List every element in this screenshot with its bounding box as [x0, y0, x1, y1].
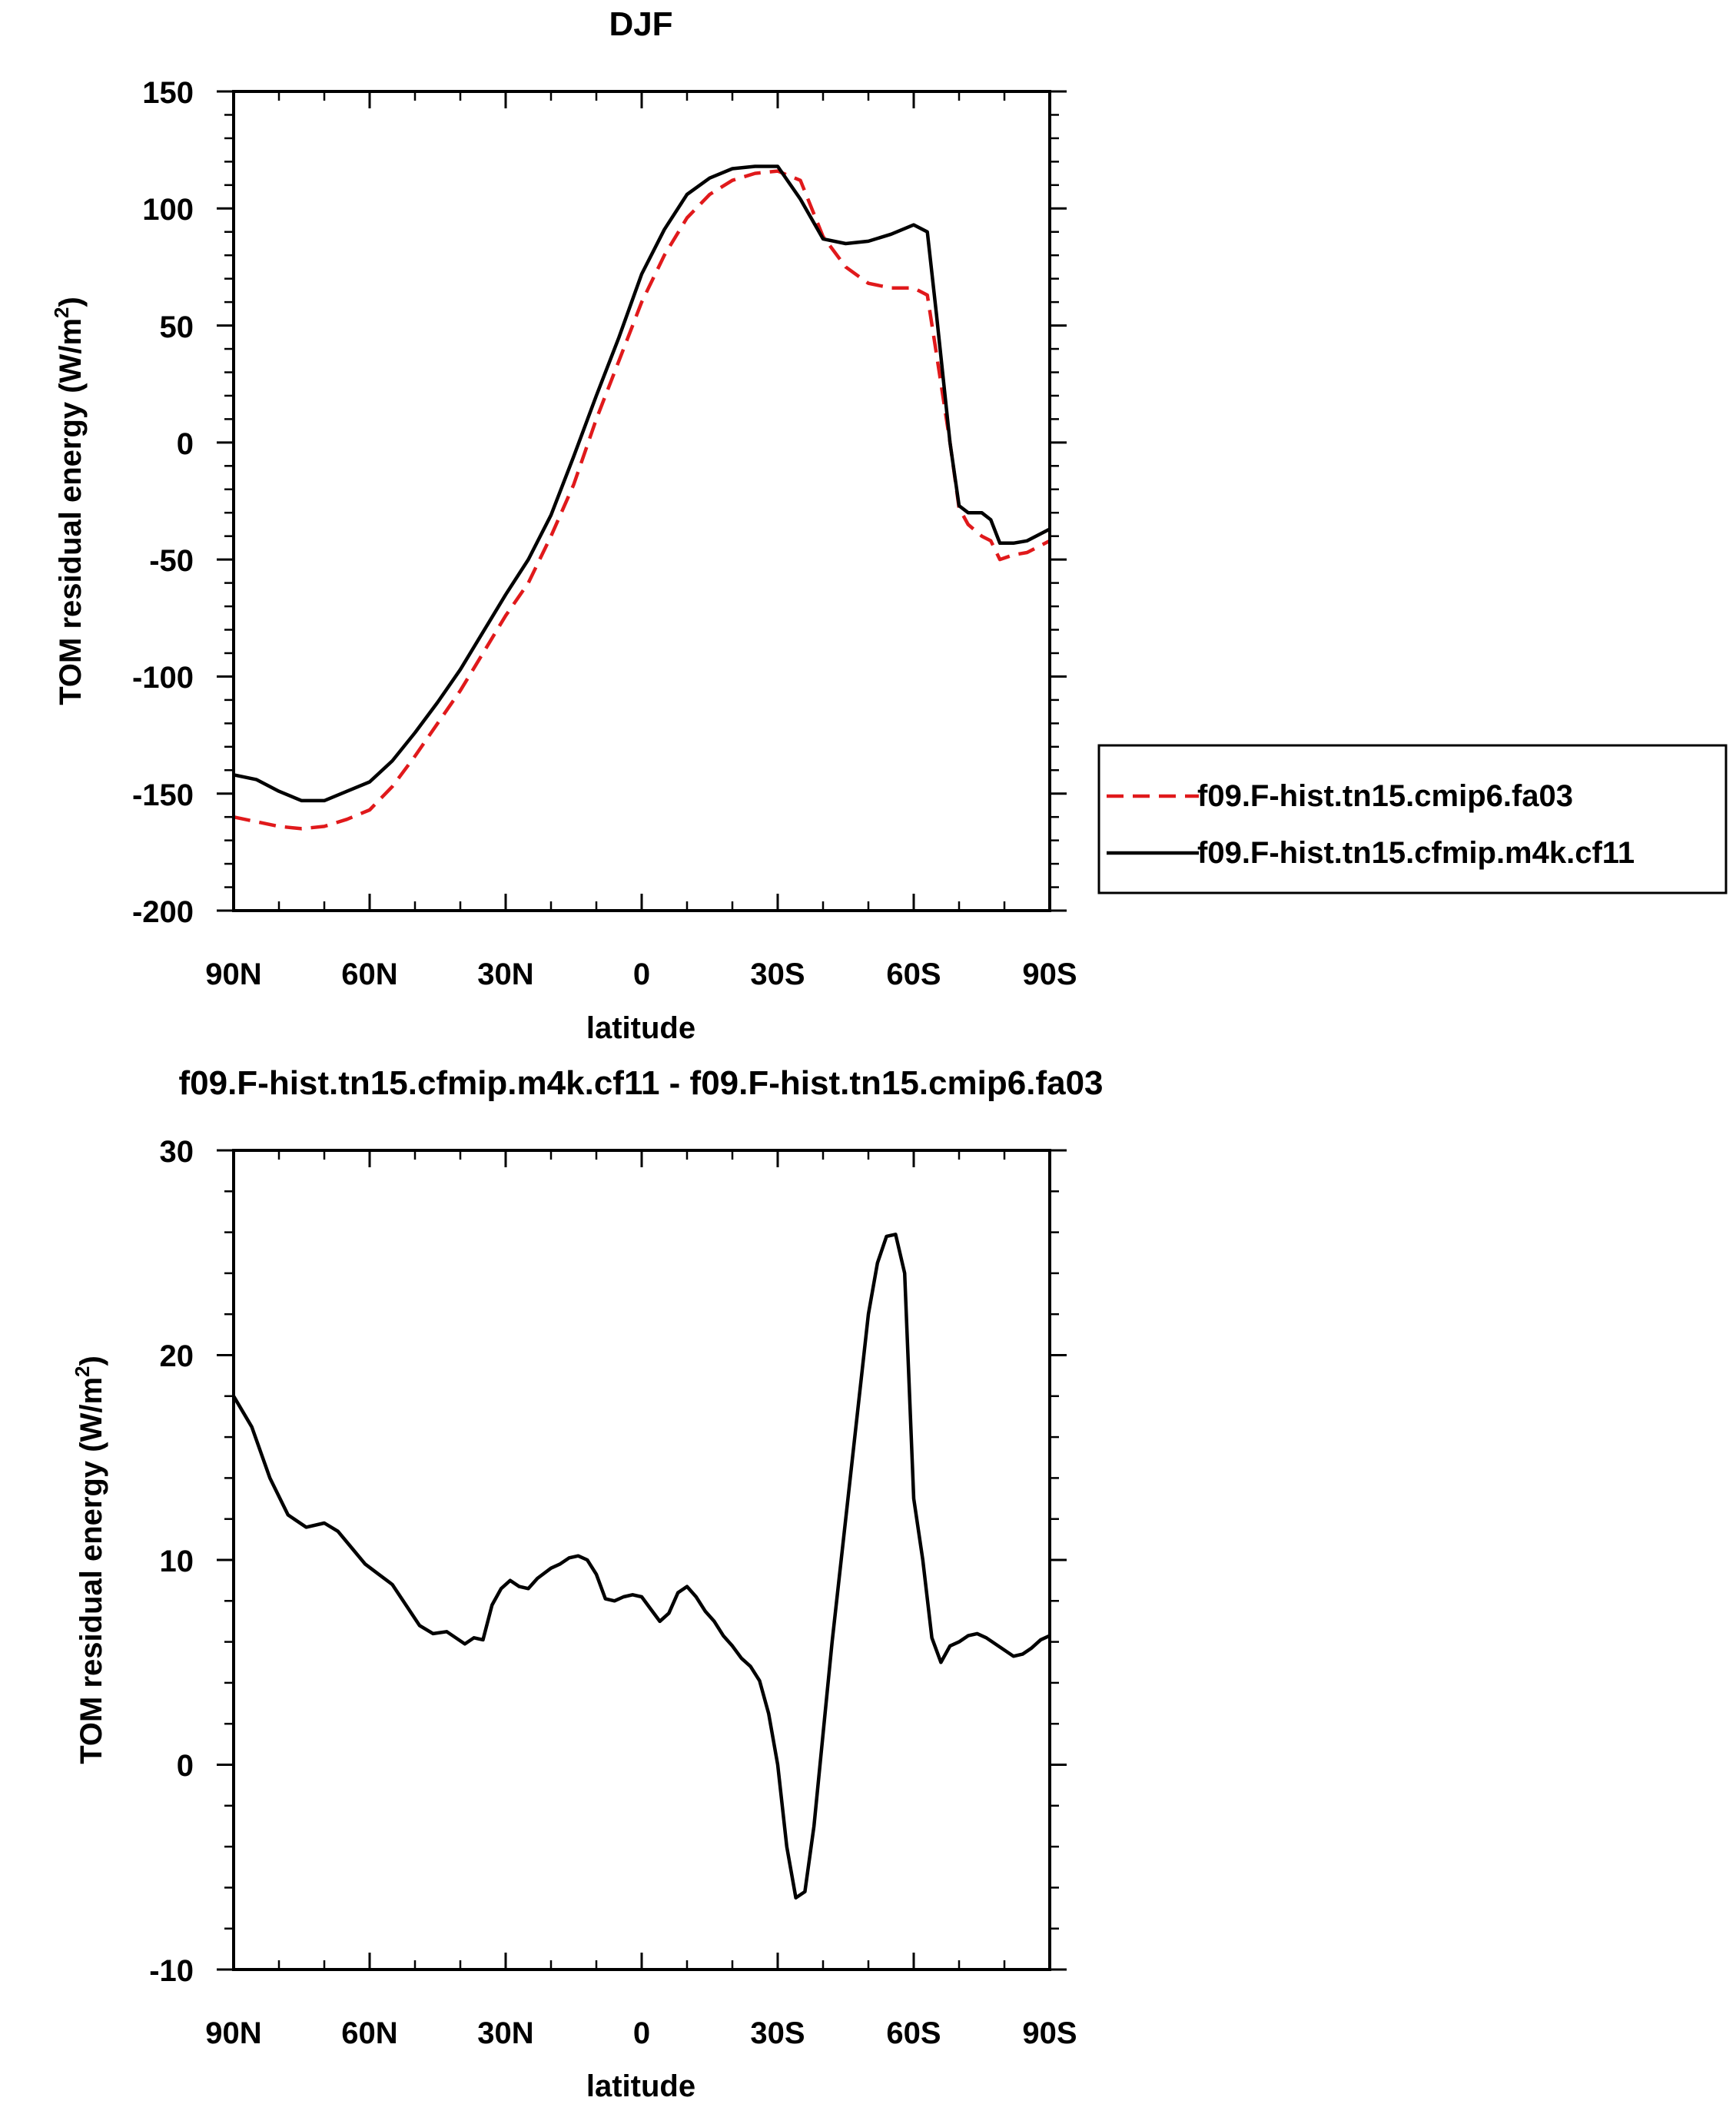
y-tick-label: 30 — [160, 1135, 194, 1169]
x-tick-label: 90N — [205, 2016, 261, 2050]
bottom-chart-frame — [232, 1149, 1051, 1971]
bottom-chart-series-group — [232, 1233, 1051, 1900]
legend-frame — [1097, 744, 1728, 894]
x-tick-label: 90S — [1022, 957, 1077, 991]
y-tick-label: 50 — [160, 310, 194, 344]
top-chart-legend: f09.F-hist.tn15.cmip6.fa03 f09.F-hist.tn… — [1097, 744, 1728, 894]
x-tick-label: 60S — [886, 2016, 941, 2050]
legend-label-cmip6-fa03: f09.F-hist.tn15.cmip6.fa03 — [1197, 779, 1573, 813]
bottom-chart-x-axis: 90N 60N 30N 0 30S 60S 90S latitude — [205, 2016, 1077, 2103]
y-tick-label: 0 — [177, 427, 194, 461]
x-tick-label: 60S — [886, 957, 941, 991]
x-tick-label: 90S — [1022, 2016, 1077, 2050]
x-tick-label: 30S — [750, 2016, 805, 2050]
bottom-chart-panel: f09.F-hist.tn15.cfmip.m4k.cf11 - f09.F-h… — [71, 1064, 1104, 2103]
x-tick-label: 60N — [341, 2016, 397, 2050]
bottom-chart-x-axis-title: latitude — [586, 2069, 695, 2103]
x-tick-label: 60N — [341, 957, 397, 991]
series-line-cfmip-m4k-cf11 — [233, 164, 1051, 803]
series-line-cmip6-fa03 — [233, 169, 1051, 831]
top-chart-x-axis-title: latitude — [586, 1011, 695, 1045]
x-tick-label: 30S — [750, 957, 805, 991]
top-chart-frame — [232, 90, 1051, 912]
y-tick-label: 10 — [160, 1545, 194, 1578]
x-tick-label: 30N — [477, 957, 533, 991]
top-chart-x-axis: 90N 60N 30N 0 30S 60S 90S latitude — [205, 957, 1077, 1045]
bottom-chart-title: f09.F-hist.tn15.cfmip.m4k.cf11 - f09.F-h… — [178, 1064, 1103, 1102]
top-chart-plot-area — [217, 90, 1067, 912]
bottom-chart-plot-area — [217, 1149, 1067, 1971]
top-chart-y-axis-title: TOM residual energy (W/m2) — [50, 297, 88, 705]
legend-label-cfmip-m4k-cf11: f09.F-hist.tn15.cfmip.m4k.cf11 — [1197, 836, 1635, 870]
y-tick-label: -50 — [149, 544, 194, 578]
x-tick-label: 0 — [633, 957, 650, 991]
bottom-chart-y-axis-title: TOM residual energy (W/m2) — [71, 1356, 108, 1764]
bottom-chart-y-axis: -10 0 10 20 30 TOM residual energy (W/m2… — [71, 1135, 194, 1988]
y-tick-label: -150 — [132, 778, 194, 812]
x-tick-label: 30N — [477, 2016, 533, 2050]
y-tick-label: 0 — [177, 1749, 194, 1783]
y-tick-label: 100 — [142, 193, 194, 227]
y-tick-label: 150 — [142, 76, 194, 110]
y-tick-label: 20 — [160, 1339, 194, 1373]
y-tick-label: -200 — [132, 895, 194, 929]
series-line-difference — [232, 1233, 1051, 1900]
x-tick-label: 90N — [205, 957, 261, 991]
y-tick-label: -100 — [132, 661, 194, 695]
top-chart-y-axis: -200 -150 -100 -50 0 50 100 150 TOM resi… — [50, 76, 194, 929]
top-chart-title: DJF — [609, 5, 672, 43]
y-tick-label: -10 — [149, 1954, 194, 1988]
top-chart-series-group — [233, 164, 1051, 831]
top-chart-panel: DJF -200 -150 -100 -50 0 50 100 150 TOM … — [50, 5, 1728, 1045]
x-tick-label: 0 — [633, 2016, 650, 2050]
